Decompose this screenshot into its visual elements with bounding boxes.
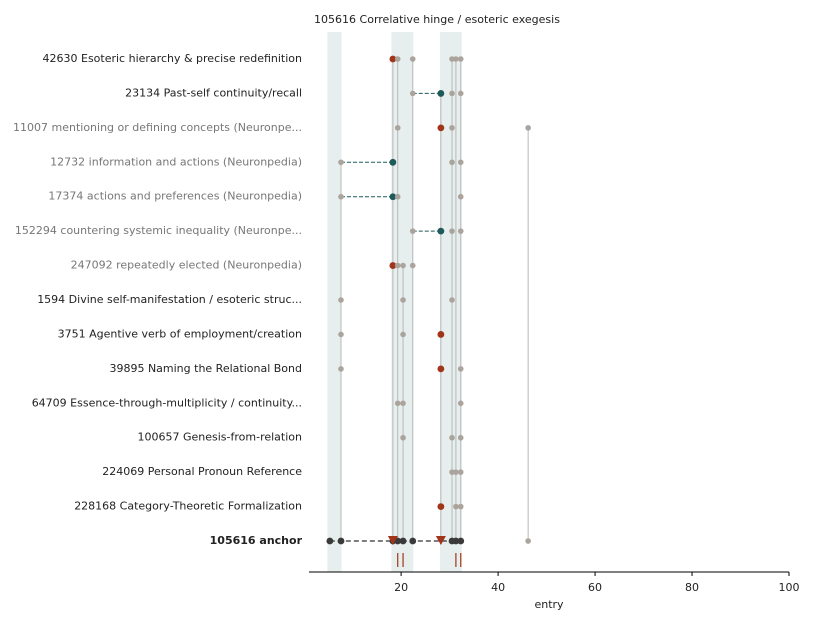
point-gray	[400, 434, 406, 441]
point-gray	[394, 193, 401, 200]
point-gray	[409, 90, 416, 97]
point-red	[389, 55, 397, 63]
row-label: 23134 Past-self continuity/recall	[125, 86, 302, 99]
point-gray	[338, 159, 344, 166]
point-teal	[437, 90, 445, 97]
anchor-triangle	[435, 536, 446, 546]
point-dark	[326, 537, 334, 545]
chart-title: 105616 Correlative hinge / esoteric exeg…	[314, 13, 560, 26]
point-gray	[453, 469, 459, 475]
point-gray	[409, 262, 416, 269]
point-gray	[449, 56, 455, 62]
x-axis-label: entry	[534, 598, 564, 611]
point-gray	[338, 331, 344, 338]
point-gray	[400, 297, 406, 303]
point-gray	[525, 125, 531, 131]
row-label: 17374 actions and preferences (Neuronped…	[48, 190, 302, 203]
point-dark	[409, 537, 417, 545]
point-gray	[400, 262, 406, 269]
point-teal	[389, 193, 397, 201]
x-tick-label: 100	[779, 581, 800, 594]
point-dark	[457, 537, 465, 545]
point-gray	[394, 262, 401, 269]
point-gray	[453, 56, 459, 62]
point-gray	[409, 228, 416, 234]
row-label: 152294 countering systemic inequality (N…	[15, 224, 302, 237]
row-label: 105616 anchor	[210, 534, 303, 547]
row-label: 247092 repeatedly elected (Neuronpedia)	[71, 259, 302, 272]
point-teal	[389, 158, 397, 166]
point-gray	[457, 503, 464, 510]
row-label: 228168 Category-Theoretic Formalization	[74, 500, 302, 513]
point-gray	[449, 159, 455, 166]
point-gray	[457, 366, 464, 372]
point-gray	[338, 193, 344, 200]
point-gray	[457, 469, 464, 475]
point-gray	[525, 538, 531, 544]
point-gray	[457, 193, 464, 200]
point-gray	[338, 366, 344, 372]
point-gray	[449, 90, 455, 97]
point-gray	[457, 56, 464, 62]
row-label: 100657 Genesis-from-relation	[138, 431, 303, 444]
point-gray	[338, 297, 344, 303]
band	[327, 32, 342, 572]
point-gray	[449, 297, 455, 303]
row-label: 1594 Divine self-manifestation / esoteri…	[37, 293, 302, 306]
point-teal	[437, 227, 445, 235]
point-gray	[400, 400, 406, 407]
point-gray	[394, 56, 401, 62]
point-gray	[453, 503, 459, 510]
point-red	[437, 331, 445, 338]
point-dark	[337, 537, 345, 545]
point-gray	[457, 228, 464, 234]
point-red	[437, 124, 445, 132]
point-gray	[457, 434, 464, 441]
point-gray	[409, 56, 416, 62]
point-gray	[400, 331, 406, 338]
point-gray	[449, 125, 455, 131]
point-gray	[457, 159, 464, 166]
x-tick-label: 60	[588, 581, 602, 594]
point-dark	[399, 537, 407, 545]
point-gray	[457, 90, 464, 97]
x-tick-label: 80	[685, 581, 699, 594]
row-label: 11007 mentioning or defining concepts (N…	[13, 121, 302, 134]
point-gray	[449, 228, 455, 234]
point-gray	[449, 434, 455, 441]
x-tick-label: 20	[394, 581, 408, 594]
x-tick-label: 40	[491, 581, 505, 594]
point-gray	[394, 400, 401, 407]
row-label: 3751 Agentive verb of employment/creatio…	[58, 327, 302, 340]
row-label: 224069 Personal Pronoun Reference	[102, 465, 302, 478]
point-gray	[449, 469, 455, 475]
row-label: 39895 Naming the Relational Bond	[109, 362, 302, 375]
point-dark	[452, 537, 460, 545]
point-gray	[457, 400, 464, 407]
point-red	[437, 365, 445, 373]
point-gray	[394, 125, 401, 131]
anchor-triangle	[387, 536, 398, 546]
row-label: 64709 Essence-through-multiplicity / con…	[32, 396, 302, 409]
row-label: 42630 Esoteric hierarchy & precise redef…	[43, 52, 303, 65]
row-label: 12732 information and actions (Neuronped…	[50, 155, 302, 168]
point-red	[389, 262, 397, 269]
point-red	[437, 503, 445, 510]
